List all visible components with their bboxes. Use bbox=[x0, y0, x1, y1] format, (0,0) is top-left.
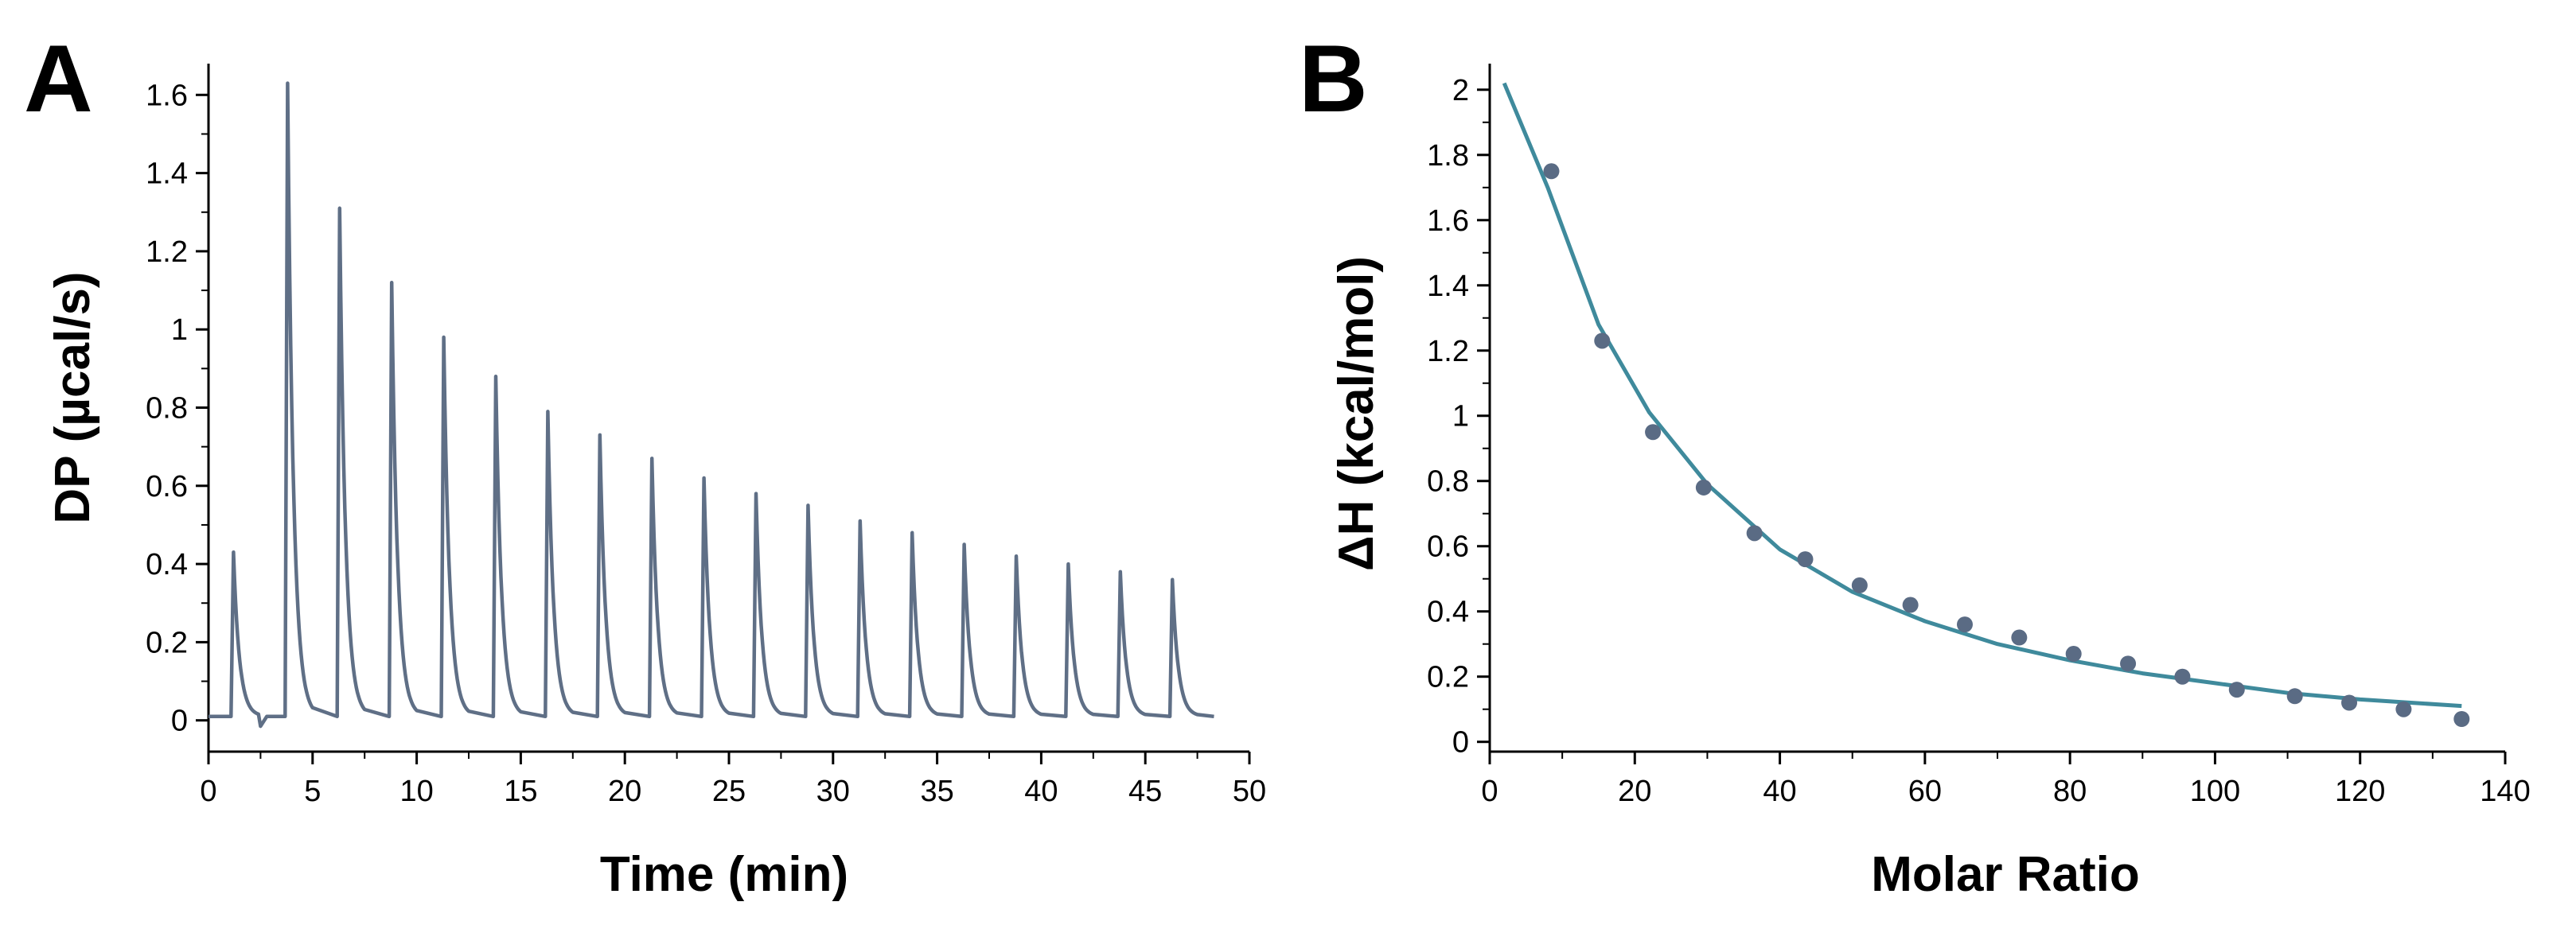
panel-b-y-tick-label: 1.4 bbox=[1427, 270, 1469, 303]
panel-b-data-point bbox=[2286, 688, 2303, 705]
panel-a-x-axis-title: Time (min) bbox=[600, 847, 848, 902]
panel-b-data-point bbox=[2228, 682, 2245, 698]
panel-b-x-axis-title: Molar Ratio bbox=[1871, 847, 2140, 902]
panel-a-y-tick-label: 0.6 bbox=[146, 470, 188, 503]
panel-a-x-tick-label: 40 bbox=[1024, 775, 1058, 808]
panel-b-label: B bbox=[1299, 25, 1368, 132]
panel-b-data-point bbox=[2453, 711, 2470, 728]
panel-a-x-tick-label: 50 bbox=[1233, 775, 1266, 808]
panel-b-y-tick-label: 1.6 bbox=[1427, 204, 1469, 238]
panel-b-data-point bbox=[1645, 424, 1662, 441]
panel-b-y-tick-label: 1.2 bbox=[1427, 335, 1469, 368]
panel-a-y-tick-label: 1.2 bbox=[146, 235, 188, 269]
panel-b-y-tick-label: 2 bbox=[1452, 74, 1469, 107]
panel-b-y-axis-title: ΔH (kcal/mol) bbox=[1329, 256, 1384, 571]
panel-b-x-tick-label: 20 bbox=[1618, 775, 1651, 808]
panel-a-y-tick-label: 0 bbox=[171, 705, 188, 738]
panel-a-y-axis-title: DP (µcal/s) bbox=[45, 271, 100, 523]
panel-a-x-tick-label: 0 bbox=[200, 775, 216, 808]
panel-a-x-tick-label: 35 bbox=[920, 775, 953, 808]
panel-a-x-tick-label: 30 bbox=[816, 775, 850, 808]
panel-b-data-point bbox=[1902, 597, 1919, 613]
panel-b-data-point bbox=[2174, 668, 2191, 685]
panel-b-x-tick-label: 140 bbox=[2480, 775, 2530, 808]
panel-b-x-tick-label: 100 bbox=[2190, 775, 2240, 808]
panel-b-y-tick-label: 0.8 bbox=[1427, 465, 1469, 499]
panel-b-y-tick-label: 0 bbox=[1452, 726, 1469, 760]
panel-a-dp-trace bbox=[208, 81, 1214, 729]
panel-a: A 0 5 10 15 20 25 30 35 40 45 50 0 0.2 0.4 0.6 0.8 1 1.2 1… bbox=[24, 25, 1266, 902]
panel-a-y-tick-label: 1 bbox=[171, 313, 188, 347]
panel-a-x-tick-label: 45 bbox=[1128, 775, 1162, 808]
panel-a-x-tick-label: 5 bbox=[304, 775, 321, 808]
panel-b-data-point bbox=[1851, 577, 1868, 593]
panel-a-y-tick-label: 0.4 bbox=[146, 548, 188, 581]
panel-a-y-tick-label: 1.4 bbox=[146, 157, 188, 191]
panel-a-y-tick-label: 0.8 bbox=[146, 392, 188, 426]
panel-a-x-tick-label: 25 bbox=[712, 775, 746, 808]
panel-a-y-tick-label: 1.6 bbox=[146, 79, 188, 112]
panel-b-x-tick-label: 0 bbox=[1481, 775, 1498, 808]
panel-b-x-tick-label: 120 bbox=[2335, 775, 2385, 808]
panel-b-data-point bbox=[1746, 525, 1763, 542]
panel-a-x-tick-label: 10 bbox=[399, 775, 433, 808]
panel-a-x-tick-label: 20 bbox=[608, 775, 641, 808]
panel-b-data-point bbox=[1956, 616, 1973, 633]
panel-b-y-tick-label: 0.6 bbox=[1427, 531, 1469, 564]
panel-b-y-tick-label: 1 bbox=[1452, 400, 1469, 433]
panel-b-y-tick-label: 0.2 bbox=[1427, 661, 1469, 694]
panel-b-x-tick-label: 40 bbox=[1763, 775, 1796, 808]
panel-b-y-tick-label: 1.8 bbox=[1427, 139, 1469, 173]
panel-b-data-point bbox=[2065, 646, 2082, 663]
panel-b-data-point bbox=[1594, 332, 1611, 349]
panel-b-fit-line bbox=[1502, 82, 2462, 709]
panel-a-label: A bbox=[24, 25, 93, 132]
panel-b-data-point bbox=[1543, 163, 1560, 180]
panel-b-plot-area: 0 20 40 60 80 100 120 140 0 0.2 0.4 0.6 0.8 1 1.2 1.4 1.… bbox=[1427, 64, 2531, 808]
panel-b-data-point bbox=[2341, 694, 2358, 711]
panel-b-y-tick-label: 0.4 bbox=[1427, 596, 1469, 629]
panel-b-x-tick-label: 80 bbox=[2053, 775, 2087, 808]
panel-b-data-point bbox=[2395, 701, 2412, 717]
panel-a-plot-area: 0 5 10 15 20 25 30 35 40 45 50 0 0.2 0.4 0.6 0.8 1 1.2 1.4… bbox=[146, 64, 1266, 808]
panel-b-data-point bbox=[1797, 551, 1814, 568]
panel-a-x-tick-label: 15 bbox=[504, 775, 537, 808]
panel-b-x-tick-label: 60 bbox=[1908, 775, 1942, 808]
panel-b: B 0 20 40 60 80 100 120 140 0 0.2 0.4 0.6 0.8 1 1.2 1.4… bbox=[1299, 25, 2531, 902]
panel-a-y-tick-label: 0.2 bbox=[146, 626, 188, 659]
panel-b-data-point bbox=[2120, 655, 2137, 672]
panel-b-data-point bbox=[1695, 479, 1712, 496]
panel-b-data-point bbox=[2011, 629, 2028, 646]
